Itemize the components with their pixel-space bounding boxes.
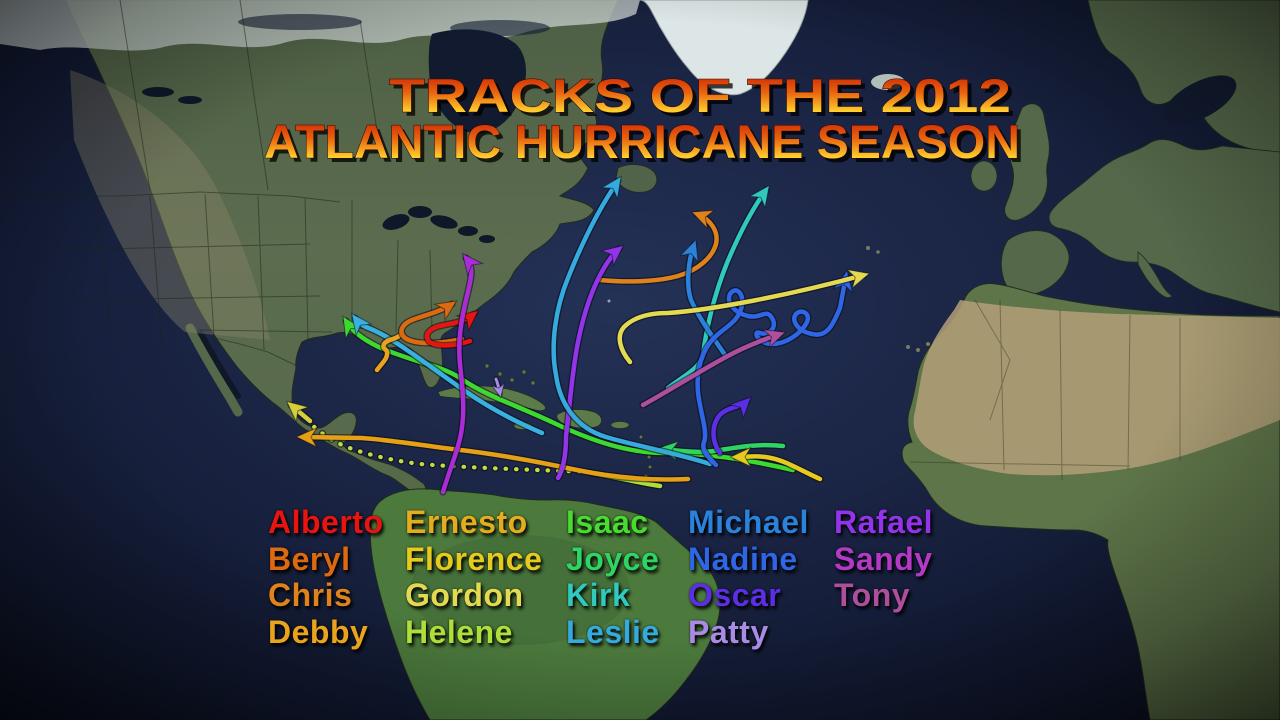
vignette-overlay — [0, 0, 1280, 720]
world-map: TRACKS OF THE 2012 ATLANTIC HURRICANE SE… — [0, 0, 1280, 720]
hurricane-season-graphic: TRACKS OF THE 2012 ATLANTIC HURRICANE SE… — [0, 0, 1280, 720]
